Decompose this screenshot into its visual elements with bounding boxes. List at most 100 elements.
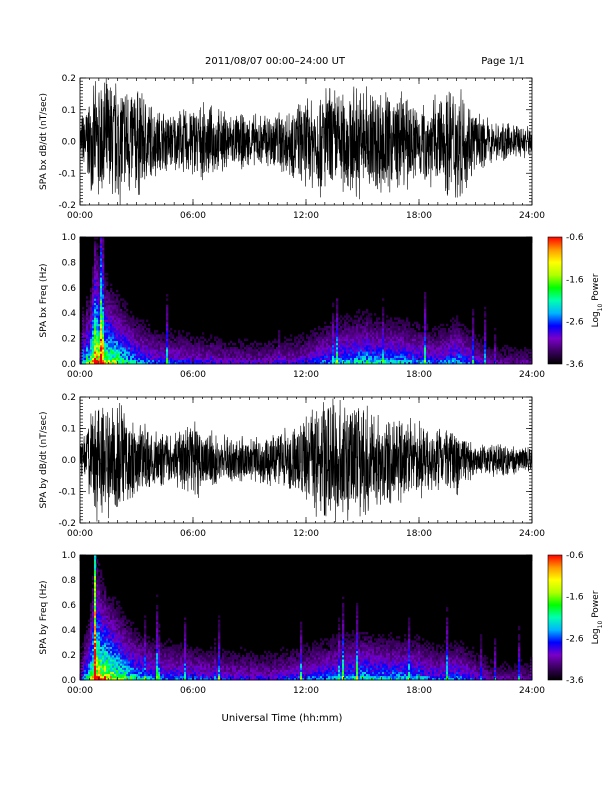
bx-spectrogram-cell: [484, 349, 487, 352]
bx-spectrogram-cell: [190, 359, 193, 363]
bx-spectrogram-cell: [162, 349, 165, 352]
by-spectrogram-cell: [102, 611, 105, 614]
bx-spectrogram-cell: [446, 342, 449, 346]
bx-spectrogram-cell: [446, 336, 449, 339]
bx-spectrogram-cell: [408, 357, 411, 361]
bx-spectrogram-cell: [474, 359, 477, 363]
by-spectrogram-cell: [96, 632, 99, 635]
bx-spectrogram-cell: [90, 361, 93, 365]
bx-spectrogram-cell: [210, 355, 213, 358]
bx-spectrogram-cell: [312, 344, 315, 348]
bx-spectrogram-cell: [100, 313, 103, 316]
bx-spectrogram-cell: [104, 317, 107, 320]
bx-spectrogram-cell: [122, 353, 125, 356]
bx-spectrogram-cell: [230, 355, 233, 358]
bx-spectrogram-cell: [286, 344, 289, 348]
bx-spectrogram-cell: [508, 361, 511, 365]
bx-spectrogram-cell: [326, 334, 329, 337]
bx-spectrogram-cell: [442, 349, 445, 352]
by-spectrogram-cell: [90, 619, 93, 622]
bx-spectrogram-cell: [318, 325, 321, 329]
bx-spectrogram-cell: [158, 351, 161, 354]
bx-spectrogram-cell: [466, 349, 469, 352]
bx-spectrogram-cell: [382, 349, 385, 352]
bx-spectrogram-cell: [418, 328, 421, 331]
by-spectrogram-cell: [98, 638, 101, 641]
bx-spectrogram-cell: [112, 306, 115, 310]
by-spectrogram-cell: [130, 636, 133, 639]
bx-spectrogram-cell: [390, 325, 393, 329]
bx-spectrogram-cell: [126, 338, 129, 342]
bx-spectrogram-cell: [490, 359, 493, 363]
by-spectrogram-cell: [94, 646, 97, 650]
bx-spectrogram-cell: [382, 353, 385, 356]
bx-spectrogram-cell: [108, 313, 111, 316]
bx-spectrogram-cell: [384, 347, 387, 350]
by-spectrogram-cell: [100, 642, 103, 645]
bx-spectrogram-cell: [116, 328, 119, 331]
bx-spectrogram-cell: [412, 340, 415, 344]
bx-spectrogram-cell: [282, 361, 285, 365]
by-spectrogram-cell: [86, 673, 89, 677]
by-spectrogram-cell: [96, 596, 99, 600]
bx-spectrogram-cell: [220, 353, 223, 356]
by-spectrogram-cell: [84, 673, 87, 677]
bx-spectrogram-cell: [380, 359, 383, 363]
x-tick-label: 24:00: [519, 211, 545, 221]
by-spectrogram-cell: [114, 661, 117, 664]
bx-spectrogram-cell: [132, 351, 135, 354]
bx-spectrogram-cell: [458, 340, 461, 344]
bx-spectrogram-cell: [168, 342, 171, 346]
bx-spectrogram-cell: [432, 338, 435, 342]
bx-spectrogram-cell: [90, 289, 93, 293]
bx-spectrogram-cell: [136, 338, 139, 342]
bx-spectrogram-cell: [110, 294, 113, 297]
by-spectrogram-cell: [102, 619, 105, 622]
bx-spectrogram-cell: [418, 323, 421, 327]
by-spectrogram-cell: [120, 655, 123, 658]
bx-spectrogram-cell: [348, 323, 351, 327]
bx-spectrogram-cell: [326, 347, 329, 350]
bx-spectrogram-cell: [422, 353, 425, 356]
bx-spectrogram-cell: [150, 332, 153, 335]
bx-spectrogram-cell: [102, 287, 105, 291]
by-spectrogram-cell: [124, 617, 127, 620]
bx-spectrogram-cell: [236, 351, 239, 354]
bx-spectrogram-cell: [262, 349, 265, 352]
bx-spectrogram-cell: [184, 347, 187, 350]
bx-spectrogram-cell: [382, 357, 385, 361]
bx-spectrogram-cell: [200, 357, 203, 361]
bx-spectrogram-cell: [96, 351, 99, 354]
bx-spectrogram-cell: [204, 355, 207, 358]
by-spectrogram-cell: [118, 634, 121, 637]
bx-spectrogram-cell: [494, 349, 497, 352]
bx-spectrogram-cell: [402, 319, 405, 322]
bx-spectrogram-cell: [114, 328, 117, 331]
bx-spectrogram-cell: [132, 325, 135, 329]
y-tick-label: 1.0: [62, 233, 77, 243]
bx-spectrogram-cell: [118, 340, 121, 344]
bx-spectrogram-cell: [98, 294, 101, 297]
bx-spectrogram-cell: [508, 349, 511, 352]
bx-spectrogram-cell: [240, 359, 243, 363]
by-spectrogram-cell: [100, 655, 103, 658]
by-spectrogram-cell: [90, 667, 93, 670]
bx-spectrogram-cell: [432, 340, 435, 344]
bx-spectrogram-cell: [398, 334, 401, 337]
bx-spectrogram-cell: [276, 351, 279, 354]
bx-spectrogram-cell: [348, 361, 351, 365]
by-spectrogram-cell: [124, 623, 127, 627]
bx-spectrogram-cell: [408, 338, 411, 342]
bx-spectrogram-cell: [434, 347, 437, 350]
by-spectrogram-cell: [110, 609, 113, 612]
bx-spectrogram-cell: [420, 347, 423, 350]
by-spectrogram-cell: [122, 673, 125, 677]
bx-spectrogram-cell: [160, 359, 163, 363]
bx-spectrogram-cell: [346, 351, 349, 354]
bx-spectrogram-cell: [108, 325, 111, 329]
bx-spectrogram-cell: [248, 359, 251, 363]
bx-spectrogram-cell: [358, 344, 361, 348]
bx-spectrogram-cell: [366, 344, 369, 348]
bx-spectrogram-cell: [410, 328, 413, 331]
bx-spectrogram-cell: [336, 349, 339, 352]
